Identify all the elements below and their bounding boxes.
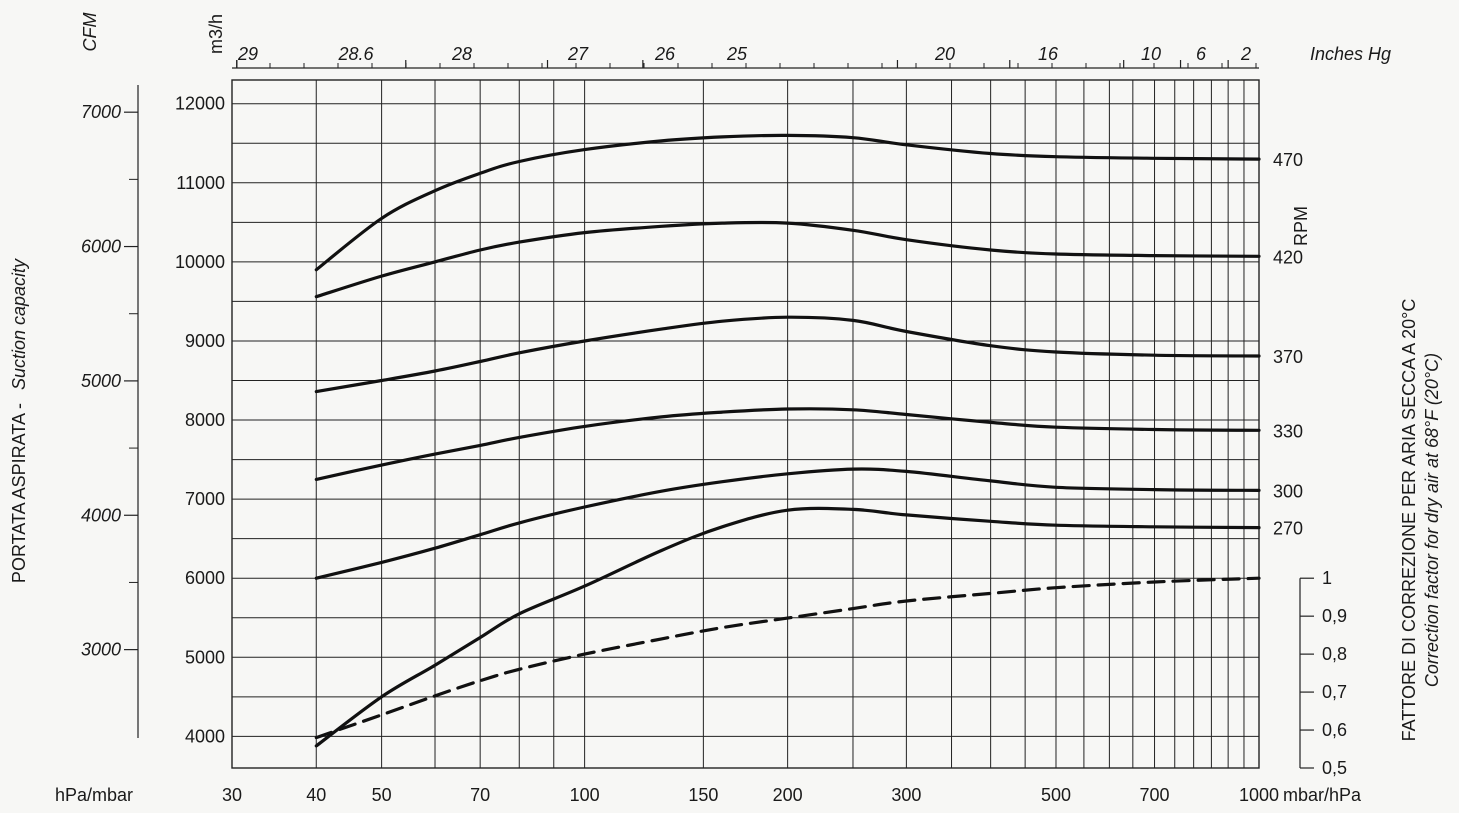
rpm-series-label: 470 [1273,150,1303,170]
top-tick-label: 6 [1196,44,1207,64]
top-tick-label: 27 [567,44,589,64]
cfm-tick-label: 5000 [81,371,121,391]
suction-title-sub: Suction capacity [9,258,29,390]
x-tick-label: 500 [1041,785,1071,805]
top-tick-label: 28 [451,44,472,64]
x-tick-label: 50 [372,785,392,805]
axes [124,60,1314,768]
correction-tick-label: 1 [1322,568,1332,588]
hpa-right-axis-title: mbar/hPa [1283,785,1362,805]
y-tick-label: 7000 [185,489,225,509]
y-tick-label: 8000 [185,410,225,430]
x-tick-label: 200 [773,785,803,805]
cfm-tick-label: 6000 [81,237,121,257]
rpm-series-label: 300 [1273,481,1303,501]
top-tick-label: 29 [237,44,258,64]
correction-tick-label: 0,9 [1322,606,1347,626]
correction-tick-label: 0,8 [1322,644,1347,664]
inches-hg-axis-title: Inches Hg [1310,44,1391,64]
correction-tick-label: 0,6 [1322,720,1347,740]
y-tick-label: 12000 [175,94,225,114]
suction-capacity-axis-title: PORTATA ASPIRATA - Suction capacity [9,258,29,583]
top-tick-label: 25 [726,44,748,64]
y-tick-label: 6000 [185,568,225,588]
rpm-series-label: 420 [1273,247,1303,267]
x-tick-label: 300 [891,785,921,805]
x-tick-label: 700 [1140,785,1170,805]
x-tick-label: 70 [470,785,490,805]
x-tick-label: 30 [222,785,242,805]
y-tick-label: 4000 [185,726,225,746]
top-tick-label: 10 [1141,44,1161,64]
rpm-axis-title: RPM [1291,206,1311,246]
top-tick-label: 20 [934,44,955,64]
rpm-series-label: 330 [1273,421,1303,441]
y-tick-label: 11000 [176,173,225,193]
y-tick-label: 5000 [185,647,225,667]
top-tick-label: 26 [654,44,676,64]
correction-tick-label: 0,5 [1322,758,1347,778]
cfm-tick-label: 4000 [81,505,121,525]
hpa-left-axis-title: hPa/mbar [55,785,133,805]
rpm-series-label: 370 [1273,347,1303,367]
m3h-axis-title: m3/h [206,14,226,54]
correction-factor-title: FATTORE DI CORREZIONE PER ARIA SECCA A 2… [1399,299,1419,742]
cfm-axis-title: CFM [80,13,100,52]
top-tick-label: 2 [1240,44,1251,64]
top-tick-label: 16 [1038,44,1059,64]
x-tick-label: 150 [688,785,718,805]
x-tick-label: 40 [306,785,326,805]
grid [232,80,1259,768]
suction-title-main: PORTATA ASPIRATA - [9,403,29,583]
x-tick-label: 100 [570,785,600,805]
x-tick-label: 1000 [1239,785,1279,805]
cfm-tick-label: 3000 [81,640,121,660]
y-tick-label: 9000 [185,331,225,351]
y-tick-label: 10000 [175,252,225,272]
rpm-series-label: 270 [1273,519,1303,539]
cfm-tick-label: 7000 [81,102,121,122]
correction-tick-label: 0,7 [1322,682,1347,702]
correction-factor-subtitle: Correction factor for dry air at 68°F (2… [1422,353,1442,687]
top-tick-label: 28.6 [337,44,374,64]
